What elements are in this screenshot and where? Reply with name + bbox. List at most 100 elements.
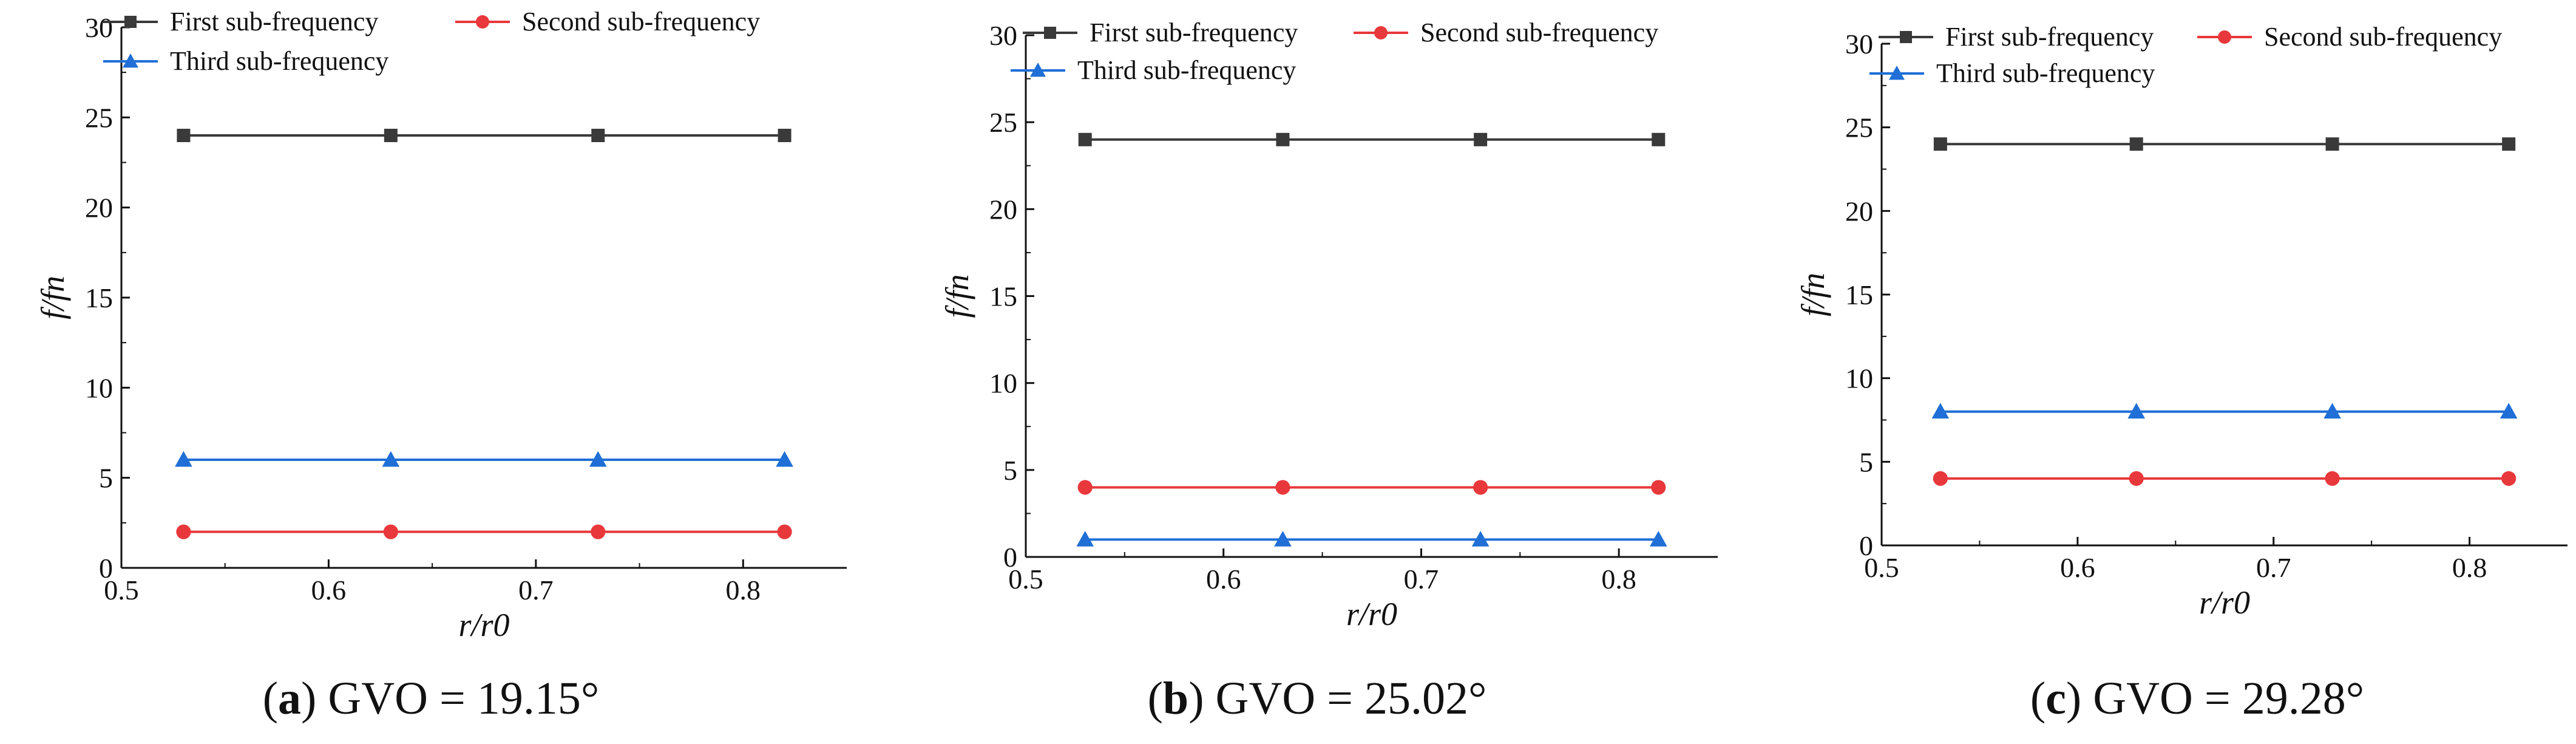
x-tick-label: 0.6 [1206, 564, 1241, 595]
data-point [1274, 531, 1292, 547]
legend-entry: Second sub-frequency [455, 7, 760, 36]
data-point [776, 451, 793, 467]
data-point [384, 129, 398, 142]
x-axis-title: r/r0 [1346, 596, 1397, 632]
data-point [2323, 403, 2341, 419]
legend-marker [1044, 27, 1056, 39]
chart-panel-b: 0 5 10 15 20 25 30 0.5 0.6 0.7 0.8 r/r0 f/fn First su… [939, 18, 1718, 724]
y-tick-label: 30 [989, 20, 1017, 51]
data-point [589, 451, 607, 467]
x-tick-label: 0.6 [2060, 552, 2095, 583]
data-point [1276, 132, 1290, 146]
data-point [1076, 531, 1094, 547]
caption-part: ( [2030, 673, 2046, 724]
y-tick-label: 20 [1845, 196, 1873, 227]
y-tick-label: 15 [1845, 279, 1873, 310]
data-point [2127, 403, 2146, 419]
legend-entry: Third sub-frequency [1011, 55, 1296, 85]
data-point [177, 129, 191, 142]
y-tick-label: 15 [85, 282, 113, 313]
caption-part: a [278, 673, 301, 724]
y-axis-title: f/fn [939, 274, 975, 318]
y-tick-label: 25 [989, 107, 1017, 138]
x-tick-label: 0.7 [2256, 552, 2291, 583]
data-point [2501, 471, 2517, 486]
caption-part: ) GVO = 29.28° [2066, 673, 2364, 724]
x-axis-title: r/r0 [458, 607, 509, 643]
y-tick-label: 30 [1845, 29, 1873, 60]
legend-entry: First sub-frequency [1023, 18, 1298, 47]
legend-marker [476, 15, 489, 29]
y-tick-label: 10 [1845, 363, 1873, 394]
y-tick-label: 20 [85, 193, 113, 224]
data-point [1649, 531, 1667, 547]
legend-marker [124, 16, 137, 28]
caption-part: ( [263, 673, 278, 724]
y-tick-label: 25 [1845, 112, 1873, 143]
x-tick-label: 0.8 [2452, 552, 2487, 583]
caption-part: ) GVO = 19.15° [301, 673, 599, 724]
data-point [1651, 480, 1666, 495]
caption-part: ( [1148, 673, 1163, 724]
legend-label: First sub-frequency [1945, 22, 2154, 52]
y-tick-label: 5 [1003, 455, 1017, 486]
y-tick-label: 30 [85, 12, 113, 43]
data-point [1933, 137, 1947, 151]
x-tick-label: 0.7 [518, 575, 554, 606]
legend-entry: Third sub-frequency [1869, 58, 2155, 88]
y-tick-label: 0 [1003, 542, 1017, 573]
x-axis-title: r/r0 [2199, 584, 2250, 621]
legend-marker [1374, 26, 1388, 39]
data-point [778, 129, 791, 142]
data-point [382, 451, 400, 467]
legend-label: Third sub-frequency [1077, 55, 1296, 85]
legend-marker [123, 53, 138, 68]
data-point [1471, 531, 1490, 547]
data-point [591, 129, 605, 142]
chart-panel-c: 0 5 10 15 20 25 30 0.5 0.6 0.7 0.8 r/r0 f/fn First su… [1795, 22, 2568, 724]
x-tick-label: 0.5 [1864, 552, 1899, 583]
y-axis-title: f/fn [35, 276, 71, 319]
y-tick-label: 20 [989, 194, 1017, 225]
legend-entry: First sub-frequency [1879, 22, 2154, 52]
data-point [777, 524, 792, 539]
data-point [176, 524, 191, 539]
panel-caption: (a) GVO = 19.15° [263, 673, 600, 724]
data-point [1473, 480, 1488, 495]
legend-entry: Second sub-frequency [1354, 18, 1658, 47]
data-point [1474, 132, 1488, 146]
legend-entry: Second sub-frequency [2197, 22, 2502, 52]
data-point [1933, 471, 1948, 486]
y-tick-label: 25 [85, 102, 113, 133]
data-point [2129, 471, 2144, 486]
y-tick-label: 5 [99, 463, 113, 494]
y-tick-label: 15 [989, 281, 1017, 312]
y-tick-label: 5 [1859, 446, 1873, 477]
x-tick-label: 0.8 [1601, 564, 1636, 595]
data-point [1652, 132, 1666, 146]
data-point [2325, 137, 2339, 151]
legend-entry: First sub-frequency [103, 7, 378, 36]
data-point [1078, 132, 1092, 146]
data-point [2500, 403, 2518, 419]
x-tick-label: 0.6 [311, 575, 347, 606]
data-point [383, 524, 398, 539]
chart-panel-a: 0 5 10 15 20 25 30 0.5 0.6 0.7 0.8 r/r0 f/fn First su… [35, 7, 847, 724]
y-tick-label: 0 [99, 553, 113, 584]
panel-caption: (b) GVO = 25.02° [1148, 673, 1487, 724]
caption-part: c [2046, 673, 2066, 724]
legend-label: Second sub-frequency [522, 7, 760, 36]
data-point [1275, 480, 1290, 495]
legend-label: Second sub-frequency [1420, 18, 1658, 47]
data-point [2325, 471, 2340, 486]
data-point [1077, 480, 1093, 495]
legend-label: Third sub-frequency [170, 46, 388, 76]
x-tick-label: 0.5 [1008, 564, 1043, 595]
y-axis-title: f/fn [1795, 273, 1831, 316]
x-tick-label: 0.7 [1404, 564, 1439, 595]
y-tick-label: 10 [85, 372, 113, 403]
caption-part: b [1163, 673, 1188, 724]
data-point [175, 451, 192, 467]
y-tick-label: 0 [1859, 530, 1873, 561]
